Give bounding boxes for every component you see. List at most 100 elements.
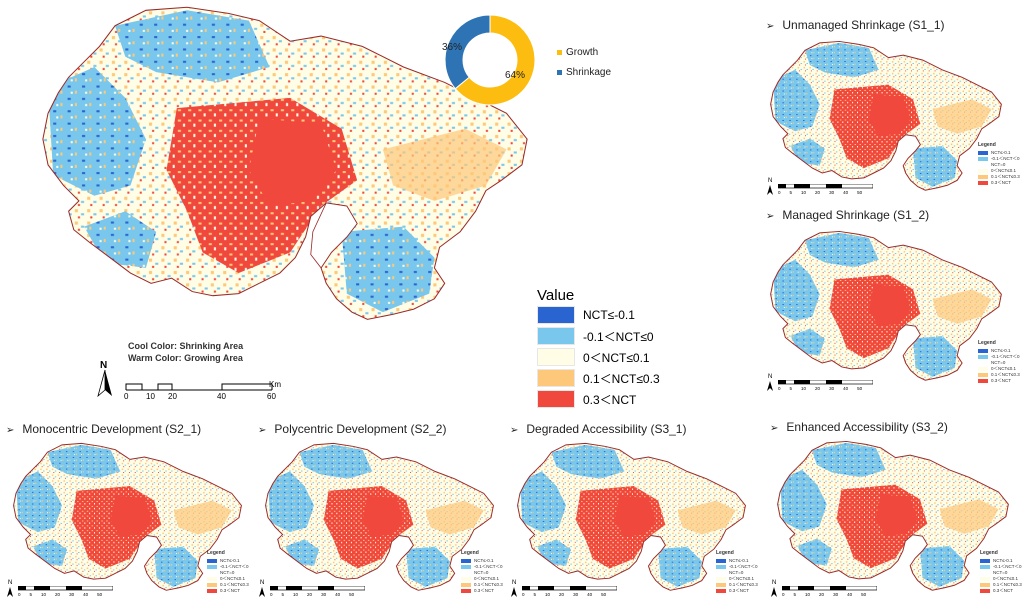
mini-legend-label: 0＜NCT≤0.1 xyxy=(991,366,1016,371)
mini-scale: N 0 5 10 20 30 40 50 xyxy=(6,580,116,600)
legend-label: 0.3＜NCT xyxy=(583,392,637,407)
mini-north-label: N xyxy=(768,374,773,380)
mini-scale-bar xyxy=(778,380,873,385)
mini-scale-tick: 20 xyxy=(819,592,825,597)
mini-legend-label: 0.1＜NCT≤0.3 xyxy=(474,582,503,587)
scenario-title-text: Managed Shrinkage (S1_2) xyxy=(782,208,930,222)
bullet-arrow-icon: ➢ xyxy=(766,211,775,222)
mini-legend-title: Legend xyxy=(461,550,479,556)
mini-scale-tick: 30 xyxy=(829,190,835,195)
mini-legend-label: 0＜NCT≤0.1 xyxy=(729,576,754,581)
mini-legend-swatch xyxy=(978,379,988,383)
mini-scale-ticks: 0 5 10 20 30 40 50 xyxy=(522,592,606,597)
mini-legend-item: 0＜NCT≤0.1 xyxy=(980,576,1022,582)
mini-legend-item: 0.3＜NCT xyxy=(978,378,1020,384)
legend-swatch xyxy=(537,369,575,387)
mini-legend-label: -0.1＜NCT＜0 xyxy=(220,564,249,569)
scenario-title-text: Polycentric Development (S2_2) xyxy=(274,422,447,436)
bullet-arrow-icon: ➢ xyxy=(6,425,15,436)
donut-legend-shrinkage: Shrinkage xyxy=(557,67,611,78)
cool-color-note: Cool Color: Shrinking Area xyxy=(128,341,244,351)
mini-legend-label: 0.3＜NCT xyxy=(993,588,1014,593)
mini-legend-label: NCT=0 xyxy=(993,570,1008,575)
mini-scale-tick: 50 xyxy=(861,592,867,597)
growth-swatch xyxy=(557,50,562,55)
mini-legend-swatch xyxy=(207,583,217,587)
mini-legend-label: NCT=0 xyxy=(991,162,1006,167)
scale-tick-20: 20 xyxy=(168,392,177,401)
scenario-title-s2-1: ➢ Monocentric Development (S2_1) xyxy=(6,422,201,436)
mini-legend-item: 0＜NCT≤0.1 xyxy=(461,576,503,582)
main-legend-item: 0.3＜NCT xyxy=(537,390,636,408)
mini-legend-swatch xyxy=(980,559,990,563)
scenario-title-text: Enhanced Accessibility (S3_2) xyxy=(786,420,948,434)
mini-scale-tick: 10 xyxy=(41,592,47,597)
mini-scale-tick: 10 xyxy=(293,592,299,597)
mini-north-arrow-icon xyxy=(7,587,13,597)
mini-legend-label: 0.1＜NCT≤0.3 xyxy=(991,372,1020,377)
mini-scale-tick: 20 xyxy=(815,190,821,195)
mini-legend-swatch xyxy=(978,361,988,365)
mini-legend-swatch xyxy=(207,565,217,569)
mini-scale-tick: 50 xyxy=(349,592,355,597)
mini-legend-swatch xyxy=(207,577,217,581)
mini-scale-bar xyxy=(778,184,873,189)
mini-scale-tick: 10 xyxy=(801,190,807,195)
mini-legend-swatch xyxy=(978,349,988,353)
mini-legend-label: 0＜NCT≤0.1 xyxy=(474,576,499,581)
mini-scale-tick: 20 xyxy=(307,592,313,597)
mini-legend-item: 0.3＜NCT xyxy=(980,588,1022,594)
mini-scale-ticks: 0 5 10 20 30 40 50 xyxy=(778,190,862,195)
mini-scale-tick: 0 xyxy=(782,592,785,597)
mini-legend-label: -0.1＜NCT＜0 xyxy=(474,564,503,569)
donut-legend-growth-label: Growth xyxy=(566,47,599,58)
mini-legend: Legend NCT≤-0.1 -0.1＜NCT＜0 NCT=0 0＜NCT≤0… xyxy=(716,550,758,594)
mini-scale-tick: 0 xyxy=(778,386,781,391)
growth-shrinkage-donut xyxy=(444,14,536,106)
mini-scale-tick: 0 xyxy=(522,592,525,597)
mini-legend-label: NCT≤-0.1 xyxy=(729,558,749,563)
mini-legend-label: NCT=0 xyxy=(729,570,744,575)
legend-label: NCT≤-0.1 xyxy=(583,308,635,322)
mini-legend-swatch xyxy=(461,565,471,569)
mini-legend-title: Legend xyxy=(716,550,734,556)
scenario-title-text: Degraded Accessibility (S3_1) xyxy=(526,422,687,436)
mini-legend-swatch xyxy=(716,559,726,563)
mini-legend-swatch xyxy=(978,181,988,185)
mini-north-arrow-icon xyxy=(767,381,773,391)
mini-legend-item: 0＜NCT≤0.1 xyxy=(978,168,1020,174)
mini-legend-label: 0＜NCT≤0.1 xyxy=(993,576,1018,581)
mini-north-arrow-icon xyxy=(767,185,773,195)
mini-legend-label: 0.3＜NCT xyxy=(991,180,1012,185)
mini-legend-item: NCT=0 xyxy=(978,360,1020,366)
mini-scale-tick: 5 xyxy=(789,386,793,391)
mini-legend-swatch xyxy=(980,589,990,593)
mini-legend-swatch xyxy=(716,577,726,581)
mini-scale-tick: 20 xyxy=(815,386,821,391)
mini-scale-tick: 40 xyxy=(587,592,593,597)
scale-tick-40: 40 xyxy=(217,392,226,401)
mini-legend-swatch xyxy=(461,577,471,581)
mini-legend-swatch xyxy=(978,367,988,371)
mini-legend-label: 0＜NCT≤0.1 xyxy=(220,576,245,581)
main-legend-item: 0.1＜NCT≤0.3 xyxy=(537,369,660,387)
mini-scale-tick: 5 xyxy=(789,190,793,195)
mini-legend-swatch xyxy=(461,559,471,563)
mini-legend-item: -0.1＜NCT＜0 xyxy=(978,156,1020,162)
mini-legend-swatch xyxy=(207,559,217,563)
shrinkage-swatch xyxy=(557,70,562,75)
mini-scale-tick: 20 xyxy=(559,592,565,597)
north-arrow-icon xyxy=(97,369,112,398)
donut-slice-shrinkage xyxy=(444,14,491,90)
mini-legend-title: Legend xyxy=(978,142,996,148)
mini-north-arrow-icon xyxy=(511,587,517,597)
mini-scale-bar xyxy=(18,586,113,591)
mini-legend-title: Legend xyxy=(980,550,998,556)
bullet-arrow-icon: ➢ xyxy=(766,21,775,32)
mini-legend-label: -0.1＜NCT＜0 xyxy=(729,564,758,569)
mini-north-arrow-icon xyxy=(771,587,777,597)
donut-slice-growth xyxy=(454,14,536,106)
mini-scale-bar xyxy=(270,586,365,591)
mini-scale-ticks: 0 5 10 20 30 40 50 xyxy=(782,592,866,597)
mini-scale: N 0 5 10 20 30 40 50 xyxy=(258,580,368,600)
